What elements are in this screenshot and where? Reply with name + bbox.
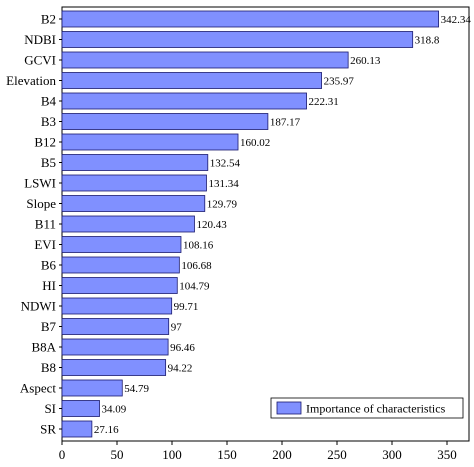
- bar-ndwi: [61, 297, 173, 315]
- value-label: 108.16: [183, 240, 214, 252]
- category-labels: B2 NDBI GCVI Elevation B4 B3 B12 B5 LSWI Slope B11…: [6, 12, 56, 437]
- bar-evi: [61, 236, 182, 253]
- bar-b3: [61, 113, 269, 130]
- category-label: NDWI: [21, 299, 56, 314]
- value-label: 260.13: [350, 55, 381, 67]
- category-label: EVI: [34, 237, 56, 252]
- x-tick-label: 50: [111, 447, 124, 462]
- category-label: LSWI: [24, 176, 56, 191]
- bar-slope: [61, 195, 206, 212]
- bar-aspect: [61, 379, 123, 397]
- value-label: 187.17: [270, 117, 301, 129]
- x-axis-ticks: 0 50 100 150 200 250 300 350: [59, 18, 457, 462]
- bar-gcvi: [61, 51, 349, 69]
- bar-elevation: [61, 72, 322, 89]
- category-label: Slope: [26, 196, 56, 211]
- value-label: 106.68: [181, 260, 212, 272]
- category-label: SI: [44, 401, 56, 416]
- value-label: 160.02: [240, 137, 270, 149]
- bar-b2: [61, 10, 439, 28]
- bar-si: [61, 400, 100, 417]
- category-label: B8: [41, 360, 56, 375]
- category-label: NDBI: [24, 32, 56, 47]
- value-label: 235.97: [324, 76, 355, 88]
- category-label: B2: [41, 12, 56, 27]
- x-tick-label: 200: [272, 447, 292, 462]
- value-label: 222.31: [309, 96, 339, 108]
- bars-group: [61, 10, 439, 438]
- value-label: 97: [171, 322, 183, 334]
- bar-lswi: [61, 174, 207, 192]
- category-label: Aspect: [20, 381, 56, 396]
- value-label: 27.16: [94, 424, 119, 436]
- category-label: B4: [41, 94, 57, 109]
- x-tick-label: 350: [437, 447, 457, 462]
- category-label: B7: [41, 319, 57, 334]
- category-label: B11: [35, 217, 56, 232]
- value-label: 54.79: [124, 383, 149, 395]
- value-label: 318.8: [415, 35, 440, 47]
- category-label: B8A: [31, 340, 56, 355]
- value-label: 104.79: [179, 281, 210, 293]
- bar-b5: [61, 154, 209, 171]
- legend-box: [270, 397, 464, 419]
- x-tick-label: 0: [59, 447, 66, 462]
- category-label: SR: [40, 422, 56, 437]
- category-label: B6: [41, 258, 57, 273]
- category-label: HI: [42, 278, 56, 293]
- value-label: 94.22: [168, 363, 193, 375]
- legend-label: Importance of characteristics: [306, 402, 446, 416]
- category-label: B12: [34, 135, 56, 150]
- value-label: 132.54: [210, 158, 241, 170]
- value-label: 131.34: [208, 178, 239, 190]
- x-tick-label: 150: [217, 447, 237, 462]
- legend-swatch: [276, 401, 302, 415]
- category-label: Elevation: [6, 73, 56, 88]
- category-label: B5: [41, 155, 56, 170]
- category-label: GCVI: [24, 53, 56, 68]
- bar-b8: [61, 359, 167, 376]
- x-tick-label: 100: [162, 447, 182, 462]
- bar-ndbi: [61, 31, 414, 48]
- bar-b7: [61, 318, 170, 335]
- value-label: 120.43: [196, 219, 227, 231]
- bar-sr: [61, 420, 93, 438]
- legend: Importance of characteristics: [270, 397, 464, 419]
- bar-b6: [61, 256, 180, 274]
- value-label: 96.46: [170, 342, 195, 354]
- value-label: 342.34: [441, 14, 472, 26]
- bar-b4: [61, 92, 307, 110]
- bar-b11: [61, 215, 195, 233]
- category-label: B3: [41, 114, 56, 129]
- bar-b12: [61, 133, 239, 151]
- value-label: 99.71: [174, 301, 199, 313]
- value-label: 129.79: [207, 199, 238, 211]
- bar-b8a: [61, 338, 169, 356]
- x-tick-label: 250: [327, 447, 347, 462]
- x-tick-label: 300: [382, 447, 402, 462]
- value-label: 34.09: [101, 404, 126, 416]
- bar-hi: [61, 277, 178, 294]
